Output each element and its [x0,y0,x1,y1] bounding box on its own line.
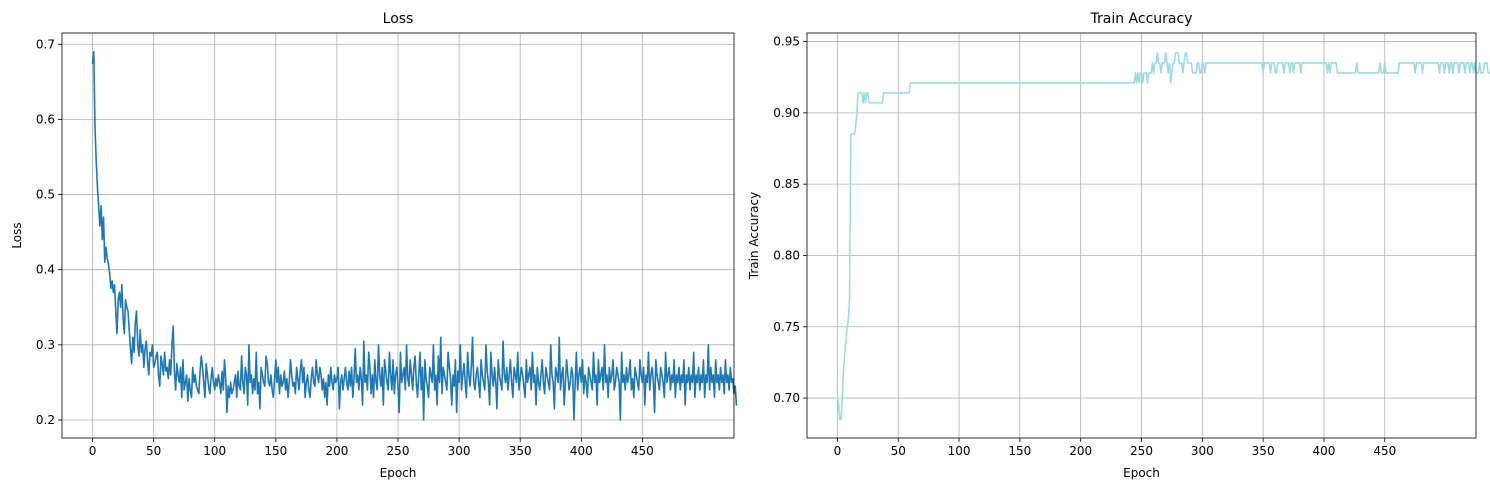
train-accuracy-x-tick-label: 250 [1130,444,1153,458]
loss-ticks: 0 50 100 150 200 250 300 350 400 450 0.2 0.3 0.4 0.5 0… [36,37,654,458]
loss-chart-title: Loss [383,11,414,27]
loss-chart: 0 50 100 150 200 250 300 350 400 450 0.2 0.3 0.4 0.5 0… [10,11,738,480]
loss-x-tick-label: 300 [448,444,471,458]
loss-y-tick-label: 0.6 [36,112,55,126]
loss-x-tick-label: 150 [264,444,287,458]
loss-series [91,50,738,421]
train-accuracy-x-tick-label: 450 [1373,444,1396,458]
loss-x-tick-label: 0 [89,444,97,458]
train-accuracy-grid [807,33,1476,438]
train-accuracy-y-tick-label: 0.75 [773,320,800,334]
train-accuracy-series [836,52,1490,421]
loss-x-tick-label: 400 [570,444,593,458]
train-accuracy-y-tick-label: 0.95 [773,35,800,49]
train-accuracy-y-tick-label: 0.85 [773,177,800,191]
train-accuracy-y-axis-label: Train Accuracy [747,192,761,280]
loss-x-axis-label: Epoch [380,466,417,480]
train-accuracy-x-tick-label: 350 [1252,444,1275,458]
loss-x-tick-label: 100 [203,444,226,458]
loss-x-tick-label: 450 [631,444,654,458]
train-accuracy-y-tick-label: 0.70 [773,391,800,405]
loss-series-line-0 [91,50,738,421]
loss-y-tick-label: 0.5 [36,188,55,202]
train-accuracy-x-tick-label: 50 [891,444,906,458]
train-accuracy-x-tick-label: 400 [1313,444,1336,458]
train-accuracy-ticks: 0 50 100 150 200 250 300 350 400 450 0.70 0.75 0.80 0… [773,35,1396,458]
train-accuracy-x-tick-label: 200 [1069,444,1092,458]
loss-y-tick-label: 0.2 [36,413,55,427]
loss-y-axis-label: Loss [10,222,24,248]
loss-x-tick-label: 250 [387,444,410,458]
train-accuracy-x-tick-label: 0 [834,444,842,458]
train-accuracy-chart-title: Train Accuracy [1090,11,1193,27]
train-accuracy-x-axis-label: Epoch [1123,466,1160,480]
train-accuracy-x-tick-label: 150 [1008,444,1031,458]
loss-y-tick-label: 0.3 [36,338,55,352]
loss-grid [62,33,734,438]
loss-y-tick-label: 0.4 [36,263,55,277]
train-accuracy-series-line-0 [836,52,1490,421]
loss-x-tick-label: 200 [325,444,348,458]
train-accuracy-x-tick-label: 100 [948,444,971,458]
train-accuracy-y-tick-label: 0.80 [773,248,800,262]
loss-y-tick-label: 0.7 [36,37,55,51]
train-accuracy-chart: 0 50 100 150 200 250 300 350 400 450 0.70 0.75 0.80 0… [747,11,1490,480]
train-accuracy-y-tick-label: 0.90 [773,106,800,120]
train-accuracy-x-tick-label: 300 [1191,444,1214,458]
loss-x-tick-label: 350 [509,444,532,458]
loss-x-tick-label: 50 [146,444,161,458]
